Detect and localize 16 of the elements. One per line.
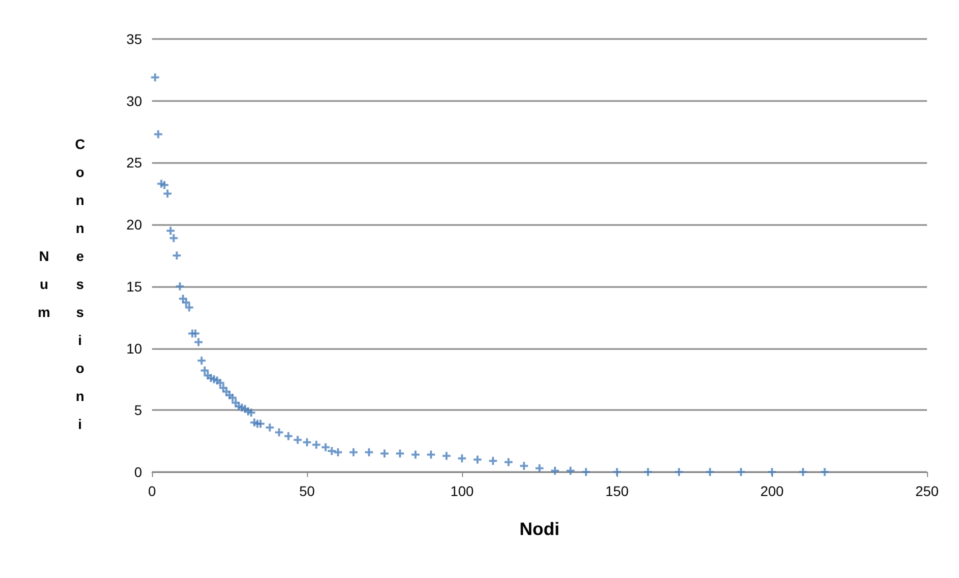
y-tick-label: 30 <box>126 92 142 109</box>
y-tick-label: 10 <box>126 340 142 356</box>
x-tick-label: 200 <box>760 483 784 499</box>
x-tick-label: 50 <box>299 483 315 499</box>
y-tick-label: 15 <box>126 278 142 294</box>
x-axis-title: Nodi <box>520 519 560 539</box>
y-tick-label: 35 <box>126 31 142 47</box>
x-tick-label: 100 <box>450 483 474 499</box>
y-tick-label: 0 <box>134 464 142 480</box>
x-tick-label: 0 <box>148 483 156 499</box>
text: Num Connessioni <box>36 136 88 444</box>
y-tick-label: 5 <box>134 402 142 418</box>
y-tick-label: 25 <box>126 154 142 171</box>
x-tick-label: 250 <box>915 483 939 499</box>
y-tick-label: 20 <box>126 216 142 233</box>
x-tick-label: 150 <box>605 483 629 499</box>
